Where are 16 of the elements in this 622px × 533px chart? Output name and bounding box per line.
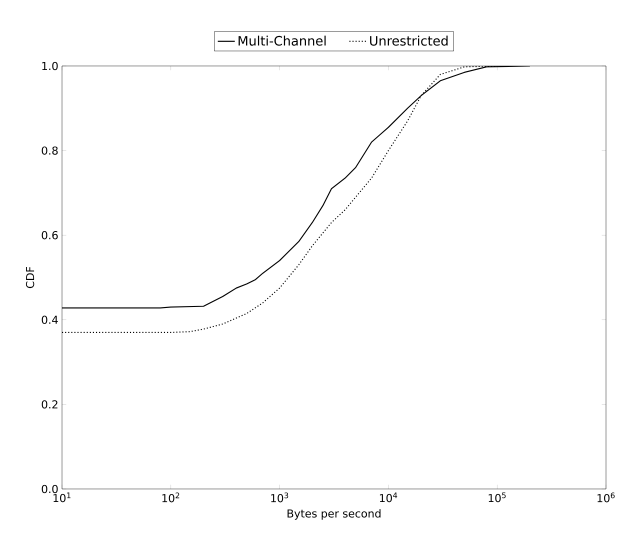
- legend-label: Multi-Channel: [238, 36, 326, 46]
- x-tick-label: 10$^{2}$: [162, 492, 180, 502]
- legend-label: Unrestricted: [370, 36, 448, 46]
- x-tick-label: 10$^{3}$: [271, 492, 288, 502]
- x-tick-label: 10$^{6}$: [598, 492, 615, 502]
- y-tick-label: 1.0: [42, 62, 58, 70]
- x-tick-label: 10$^{1}$: [54, 492, 70, 502]
- y-tick-label: 0.4: [42, 316, 58, 324]
- x-axis-title: Bytes per second: [288, 509, 380, 520]
- x-tick-label: 10$^{4}$: [380, 492, 398, 502]
- y-axis-title: CDF: [26, 266, 34, 288]
- x-tick-label: 10$^{5}$: [488, 492, 506, 502]
- y-tick-label: 0.0: [42, 484, 58, 494]
- y-tick-label: 0.6: [42, 231, 58, 240]
- y-tick-label: 0.8: [42, 146, 58, 155]
- y-tick-label: 0.2: [42, 400, 58, 409]
